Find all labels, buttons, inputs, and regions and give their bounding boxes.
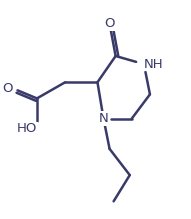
Text: O: O xyxy=(104,17,115,30)
Text: N: N xyxy=(99,112,108,125)
Text: HO: HO xyxy=(17,122,37,135)
Text: NH: NH xyxy=(144,58,163,71)
Text: O: O xyxy=(2,82,13,95)
